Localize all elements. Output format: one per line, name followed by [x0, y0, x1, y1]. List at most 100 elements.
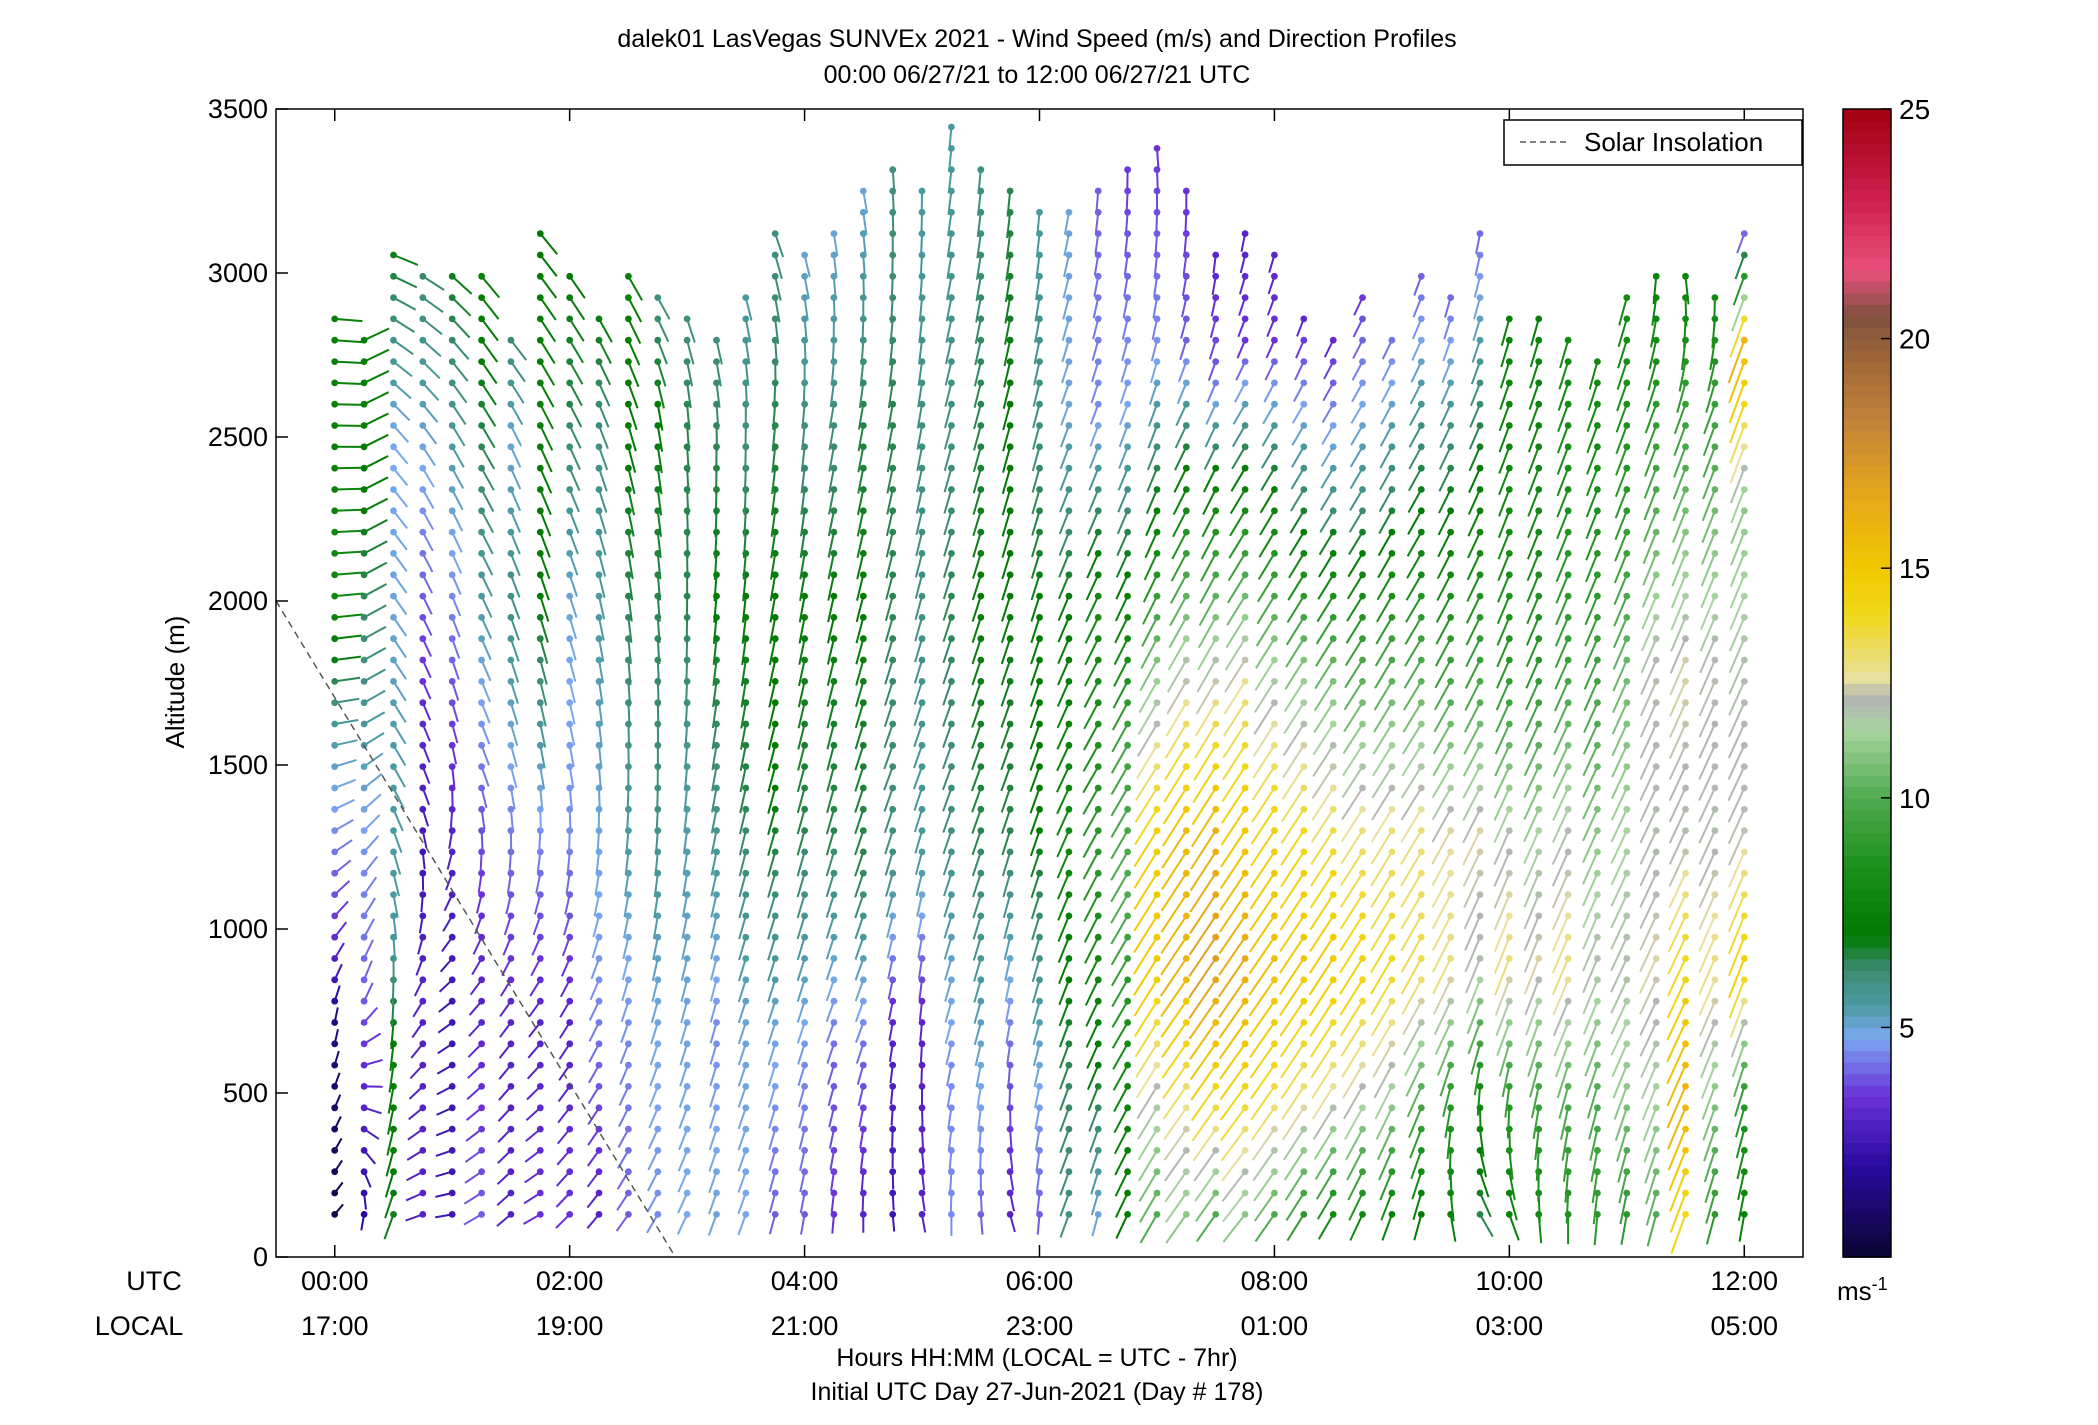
wind-barb-point: [478, 678, 485, 685]
wind-barb-point: [1652, 315, 1660, 323]
wind-barb-point: [507, 699, 515, 707]
wind-barb-shaft: [656, 404, 664, 431]
wind-barb-shaft: [1219, 872, 1246, 911]
wind-barb-shaft: [1508, 1192, 1518, 1221]
wind-barb-shaft: [944, 1000, 953, 1023]
wind-barb-point: [1594, 805, 1601, 813]
wind-barb-point: [566, 635, 574, 643]
wind-barb-shaft: [744, 446, 747, 472]
wind-barb-shaft: [1056, 830, 1070, 858]
wind-barb-shaft: [943, 425, 953, 450]
wind-barb-point: [1094, 912, 1102, 920]
wind-barb-point: [507, 1189, 515, 1197]
wind-barb-point: [1271, 550, 1278, 557]
wind-barb-point: [859, 1125, 867, 1133]
wind-barb-point: [1623, 294, 1631, 301]
wind-barb-shaft: [1639, 1022, 1658, 1057]
wind-barb-shaft: [421, 467, 435, 488]
wind-barb-shaft: [1555, 553, 1570, 583]
wind-barb-point: [1153, 912, 1161, 920]
wind-barb-point: [1623, 507, 1631, 515]
wind-barb-point: [1300, 1019, 1308, 1026]
wind-barb-point: [889, 1019, 897, 1026]
wind-barb-shaft: [1220, 1128, 1246, 1162]
wind-barb-point: [1711, 443, 1719, 451]
wind-barb-shaft: [568, 297, 586, 321]
wind-barb-point: [1564, 763, 1572, 770]
wind-barb-point: [889, 166, 897, 174]
wind-barb-shaft: [942, 659, 953, 685]
colorbar-segment: [1843, 912, 1891, 925]
wind-barb-shaft: [1086, 1043, 1100, 1069]
wind-barb-shaft: [1524, 723, 1540, 755]
wind-barb-shaft: [975, 297, 982, 323]
wind-barb-shaft: [1264, 361, 1276, 381]
wind-barb-point: [1447, 784, 1454, 792]
wind-barb-shaft: [1639, 680, 1658, 717]
wind-barb-shaft: [1400, 808, 1423, 843]
wind-barb-point: [390, 422, 397, 429]
wind-barb-point: [771, 1168, 779, 1176]
wind-barb-point: [1535, 1040, 1543, 1048]
wind-barb-shaft: [889, 340, 894, 366]
wind-barb-point: [830, 912, 838, 920]
wind-barb-point: [1564, 741, 1572, 749]
wind-barb-shaft: [334, 839, 353, 853]
wind-barb-shaft: [334, 508, 363, 512]
wind-barb-shaft: [1698, 872, 1716, 909]
wind-barb-shaft: [1589, 1128, 1599, 1161]
wind-barb-point: [1652, 891, 1660, 898]
wind-barb-point: [771, 1061, 779, 1069]
wind-barb-point: [742, 933, 750, 941]
wind-barb-shaft: [1058, 1022, 1070, 1048]
wind-barb-shaft: [1235, 361, 1247, 381]
wind-barb-point: [331, 379, 339, 387]
wind-barb-point: [918, 507, 926, 515]
wind-barb-point: [1182, 997, 1190, 1005]
wind-barb-shaft: [826, 702, 835, 729]
wind-barb-point: [1182, 656, 1190, 664]
wind-barb-point: [360, 1040, 368, 1048]
wind-barb-point: [1682, 443, 1689, 451]
wind-barb-point: [419, 336, 427, 344]
wind-barb-point: [1623, 891, 1631, 898]
wind-barb-point: [1300, 976, 1308, 984]
wind-barb-point: [1740, 294, 1748, 301]
wind-barb-shaft: [1146, 467, 1158, 493]
colorbar-segment: [1843, 373, 1891, 386]
wind-barb-point: [1711, 571, 1719, 579]
wind-barb-shaft: [1728, 638, 1746, 673]
wind-barb-point: [1036, 294, 1043, 301]
wind-barb-shaft: [1732, 275, 1746, 306]
wind-barb-point: [1359, 912, 1366, 920]
wind-barb-shaft: [1432, 744, 1452, 777]
wind-barb-point: [683, 1040, 691, 1048]
wind-barb-shaft: [363, 519, 388, 533]
wind-barb-shaft: [388, 1064, 395, 1093]
wind-barb-point: [977, 550, 985, 557]
wind-barb-point: [419, 891, 427, 898]
wind-barb-point: [507, 976, 515, 984]
wind-barb-point: [713, 933, 720, 941]
wind-barb-shaft: [1193, 744, 1217, 781]
wind-barb-shaft: [709, 1043, 718, 1065]
wind-barb-shaft: [568, 339, 584, 364]
wind-barb-point: [977, 912, 985, 920]
wind-barb-point: [1388, 763, 1396, 770]
wind-barb-shaft: [1532, 1107, 1540, 1140]
wind-barb-point: [1740, 464, 1748, 472]
wind-barb-point: [1740, 443, 1748, 451]
wind-barb-shaft: [1700, 1064, 1716, 1099]
wind-barb-point: [713, 1211, 720, 1218]
wind-barb-point: [1623, 315, 1631, 323]
wind-barb-point: [536, 656, 544, 664]
wind-barb-point: [1036, 848, 1043, 856]
wind-barb-point: [889, 1083, 897, 1090]
wind-barb-shaft: [1639, 1000, 1658, 1036]
wind-barb-point: [1594, 763, 1601, 770]
wind-barb-point: [1564, 1019, 1572, 1026]
wind-barb-shaft: [363, 455, 389, 470]
wind-barb-shaft: [1651, 297, 1658, 326]
wind-barb-point: [1682, 805, 1689, 813]
wind-barb-shaft: [1253, 1192, 1276, 1222]
